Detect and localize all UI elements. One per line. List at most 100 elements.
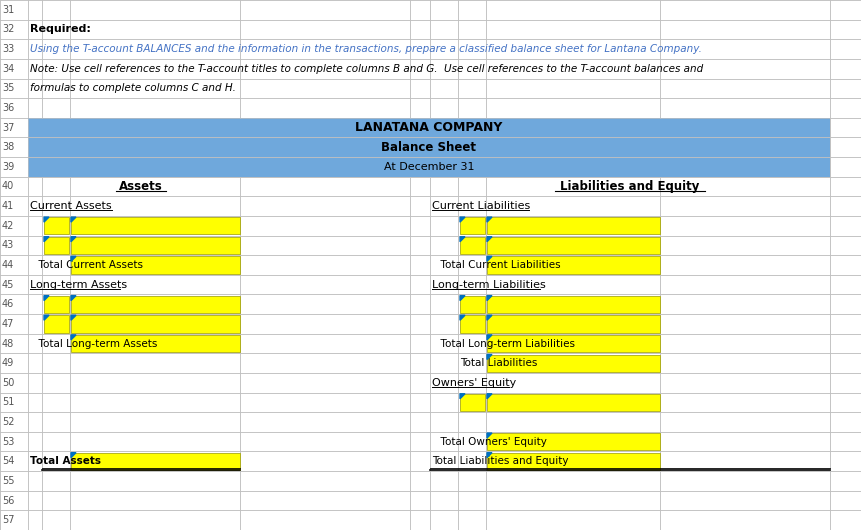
Text: 41: 41 — [2, 201, 15, 211]
Bar — [486, 296, 660, 313]
Bar — [71, 257, 239, 273]
Polygon shape — [486, 237, 492, 242]
Text: 36: 36 — [2, 103, 15, 113]
Bar — [28, 137, 829, 157]
Bar — [71, 237, 239, 254]
Text: 57: 57 — [2, 515, 15, 525]
Text: Long-term Assets: Long-term Assets — [30, 280, 127, 289]
Polygon shape — [460, 394, 464, 399]
Polygon shape — [44, 237, 49, 242]
Bar — [28, 137, 829, 157]
Bar — [460, 315, 485, 332]
Text: 49: 49 — [2, 358, 15, 368]
Polygon shape — [486, 296, 492, 301]
Polygon shape — [486, 453, 492, 458]
Polygon shape — [486, 355, 492, 359]
Polygon shape — [71, 335, 76, 340]
Text: Total Assets: Total Assets — [30, 456, 101, 466]
Text: 46: 46 — [2, 299, 15, 310]
Bar — [486, 257, 660, 273]
Bar — [486, 335, 660, 352]
Text: 43: 43 — [2, 241, 15, 250]
Bar — [44, 237, 69, 254]
Polygon shape — [71, 315, 76, 320]
Text: Liabilities and Equity: Liabilities and Equity — [560, 180, 699, 193]
Bar — [28, 157, 829, 176]
Text: Total Liabilities: Total Liabilities — [460, 358, 536, 368]
Polygon shape — [44, 315, 49, 320]
Text: Current Liabilities: Current Liabilities — [431, 201, 530, 211]
Polygon shape — [44, 296, 49, 301]
Text: 45: 45 — [2, 280, 15, 289]
Bar — [44, 217, 69, 234]
Bar — [486, 315, 660, 332]
Polygon shape — [44, 217, 49, 222]
Text: Assets: Assets — [119, 180, 163, 193]
Text: Total Long-term Assets: Total Long-term Assets — [32, 339, 158, 349]
Polygon shape — [460, 296, 464, 301]
Bar — [486, 217, 660, 234]
Text: Balance Sheet: Balance Sheet — [381, 141, 476, 154]
Bar — [486, 394, 660, 411]
Polygon shape — [486, 257, 492, 261]
Text: Required:: Required: — [30, 24, 90, 34]
Bar — [71, 217, 239, 234]
Text: formulas to complete columns C and H.: formulas to complete columns C and H. — [30, 83, 236, 93]
Text: 40: 40 — [2, 181, 15, 191]
Bar — [460, 394, 485, 411]
Text: 38: 38 — [2, 142, 15, 152]
Polygon shape — [486, 335, 492, 340]
Polygon shape — [71, 257, 76, 261]
Polygon shape — [71, 296, 76, 301]
Polygon shape — [71, 453, 76, 458]
Bar — [71, 315, 239, 332]
Text: 31: 31 — [2, 5, 15, 15]
Bar — [28, 118, 829, 137]
Text: 50: 50 — [2, 378, 15, 388]
Text: Total Owners' Equity: Total Owners' Equity — [433, 437, 546, 447]
Text: 33: 33 — [2, 44, 15, 54]
Text: 42: 42 — [2, 220, 15, 231]
Text: Long-term Liabilities: Long-term Liabilities — [431, 280, 545, 289]
Text: 44: 44 — [2, 260, 15, 270]
Text: 35: 35 — [2, 83, 15, 93]
Bar — [28, 157, 829, 176]
Text: 32: 32 — [2, 24, 15, 34]
Polygon shape — [486, 315, 492, 320]
Bar — [44, 315, 69, 332]
Text: At December 31: At December 31 — [383, 162, 474, 172]
Polygon shape — [460, 315, 464, 320]
Text: Owners' Equity: Owners' Equity — [431, 378, 516, 388]
Text: Current Assets: Current Assets — [30, 201, 111, 211]
Text: 34: 34 — [2, 64, 15, 74]
Text: 51: 51 — [2, 398, 15, 408]
Bar — [44, 296, 69, 313]
Text: 52: 52 — [2, 417, 15, 427]
Bar — [486, 453, 660, 470]
Text: 53: 53 — [2, 437, 15, 447]
Bar — [486, 237, 660, 254]
Text: 39: 39 — [2, 162, 15, 172]
Text: Total Current Assets: Total Current Assets — [32, 260, 143, 270]
Text: Using the T-account BALANCES and the information in the transactions, prepare a : Using the T-account BALANCES and the inf… — [30, 44, 701, 54]
Bar — [460, 237, 485, 254]
Bar — [71, 335, 239, 352]
Text: Note: Use cell references to the T-account titles to complete columns B and G.  : Note: Use cell references to the T-accou… — [30, 64, 703, 74]
Text: Total Long-term Liabilities: Total Long-term Liabilities — [433, 339, 574, 349]
Polygon shape — [486, 433, 492, 438]
Polygon shape — [486, 394, 492, 399]
Text: 48: 48 — [2, 339, 15, 349]
Text: LANATANA COMPANY: LANATANA COMPANY — [355, 121, 502, 134]
Text: Total Current Liabilities: Total Current Liabilities — [433, 260, 560, 270]
Text: 55: 55 — [2, 476, 15, 486]
Bar — [486, 355, 660, 372]
Polygon shape — [460, 237, 464, 242]
Text: 54: 54 — [2, 456, 15, 466]
Bar — [460, 296, 485, 313]
Bar — [460, 217, 485, 234]
Polygon shape — [460, 217, 464, 222]
Text: 47: 47 — [2, 319, 15, 329]
Polygon shape — [71, 237, 76, 242]
Polygon shape — [71, 217, 76, 222]
Bar — [71, 296, 239, 313]
